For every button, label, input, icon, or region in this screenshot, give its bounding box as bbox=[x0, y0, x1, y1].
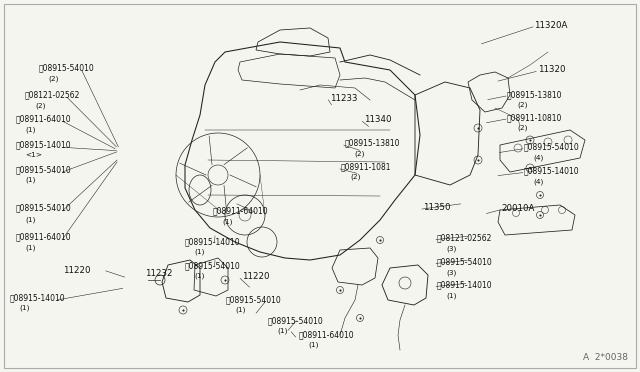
Text: 11220: 11220 bbox=[242, 272, 269, 280]
Text: (4): (4) bbox=[533, 178, 543, 185]
Text: Ⓜ08911-1081: Ⓜ08911-1081 bbox=[340, 162, 391, 171]
Text: Ⓜ08915-14010: Ⓜ08915-14010 bbox=[184, 237, 240, 246]
Text: Ⓜ08915-14010: Ⓜ08915-14010 bbox=[10, 293, 65, 302]
Text: Ⓜ08915-54010: Ⓜ08915-54010 bbox=[38, 63, 94, 72]
Text: (3): (3) bbox=[447, 269, 457, 276]
Text: 11232: 11232 bbox=[145, 269, 172, 278]
Text: Ⓜ08915-14010: Ⓜ08915-14010 bbox=[16, 141, 72, 150]
Text: ⒲08121-02562: ⒲08121-02562 bbox=[436, 234, 492, 243]
Text: (1): (1) bbox=[195, 249, 205, 256]
Text: (2): (2) bbox=[48, 76, 58, 82]
Text: Ⓜ08915-14010: Ⓜ08915-14010 bbox=[524, 167, 579, 176]
Text: (1): (1) bbox=[278, 328, 288, 334]
Text: Ⓜ08915-54010: Ⓜ08915-54010 bbox=[436, 257, 492, 266]
Text: 20010A: 20010A bbox=[502, 204, 535, 213]
Text: (1): (1) bbox=[195, 273, 205, 279]
Text: (1): (1) bbox=[26, 177, 36, 183]
Text: 11340: 11340 bbox=[364, 115, 391, 124]
Text: Ⓜ08915-14010: Ⓜ08915-14010 bbox=[436, 280, 492, 289]
Text: 11350: 11350 bbox=[423, 203, 451, 212]
Text: (1): (1) bbox=[26, 216, 36, 223]
Text: 11320: 11320 bbox=[538, 65, 565, 74]
Text: Ⓜ08911-64010: Ⓜ08911-64010 bbox=[16, 115, 72, 124]
Text: (1): (1) bbox=[447, 292, 457, 299]
Text: Ⓜ08911-64010: Ⓜ08911-64010 bbox=[16, 232, 72, 241]
Text: Ⓜ08915-54010: Ⓜ08915-54010 bbox=[268, 316, 323, 325]
Text: (2): (2) bbox=[517, 125, 527, 131]
Text: (1): (1) bbox=[236, 307, 246, 314]
Text: Ⓜ08915-13810: Ⓜ08915-13810 bbox=[507, 90, 563, 99]
Text: (1): (1) bbox=[26, 126, 36, 133]
Text: 11220: 11220 bbox=[63, 266, 90, 275]
Text: (2): (2) bbox=[35, 102, 45, 109]
Text: 11233: 11233 bbox=[330, 94, 357, 103]
Text: (2): (2) bbox=[354, 150, 364, 157]
Text: (2): (2) bbox=[517, 102, 527, 108]
Text: Ⓜ08915-54010: Ⓜ08915-54010 bbox=[225, 295, 281, 304]
Text: Ⓜ08915-13810: Ⓜ08915-13810 bbox=[344, 138, 400, 147]
Text: Ⓜ08915-54010: Ⓜ08915-54010 bbox=[16, 165, 72, 174]
Text: Ⓜ08915-54010: Ⓜ08915-54010 bbox=[524, 143, 579, 152]
Text: (4): (4) bbox=[533, 154, 543, 161]
Text: ⒲08121-02562: ⒲08121-02562 bbox=[24, 90, 80, 99]
Text: Ⓜ08915-54010: Ⓜ08915-54010 bbox=[184, 261, 240, 270]
Text: (1): (1) bbox=[223, 218, 233, 225]
Text: <1>: <1> bbox=[26, 153, 43, 158]
Text: (1): (1) bbox=[308, 342, 319, 349]
Text: (1): (1) bbox=[19, 305, 29, 311]
Text: 11320A: 11320A bbox=[534, 21, 568, 30]
Text: Ⓜ08915-54010: Ⓜ08915-54010 bbox=[16, 204, 72, 213]
Text: Ⓜ08911-10810: Ⓜ08911-10810 bbox=[507, 113, 563, 122]
Text: Ⓜ08911-64010: Ⓜ08911-64010 bbox=[212, 206, 268, 215]
Text: A  2*0038: A 2*0038 bbox=[583, 353, 628, 362]
Text: Ⓜ08911-64010: Ⓜ08911-64010 bbox=[298, 330, 354, 339]
Text: (2): (2) bbox=[350, 174, 360, 180]
Text: (1): (1) bbox=[26, 244, 36, 251]
Text: (3): (3) bbox=[447, 245, 457, 252]
